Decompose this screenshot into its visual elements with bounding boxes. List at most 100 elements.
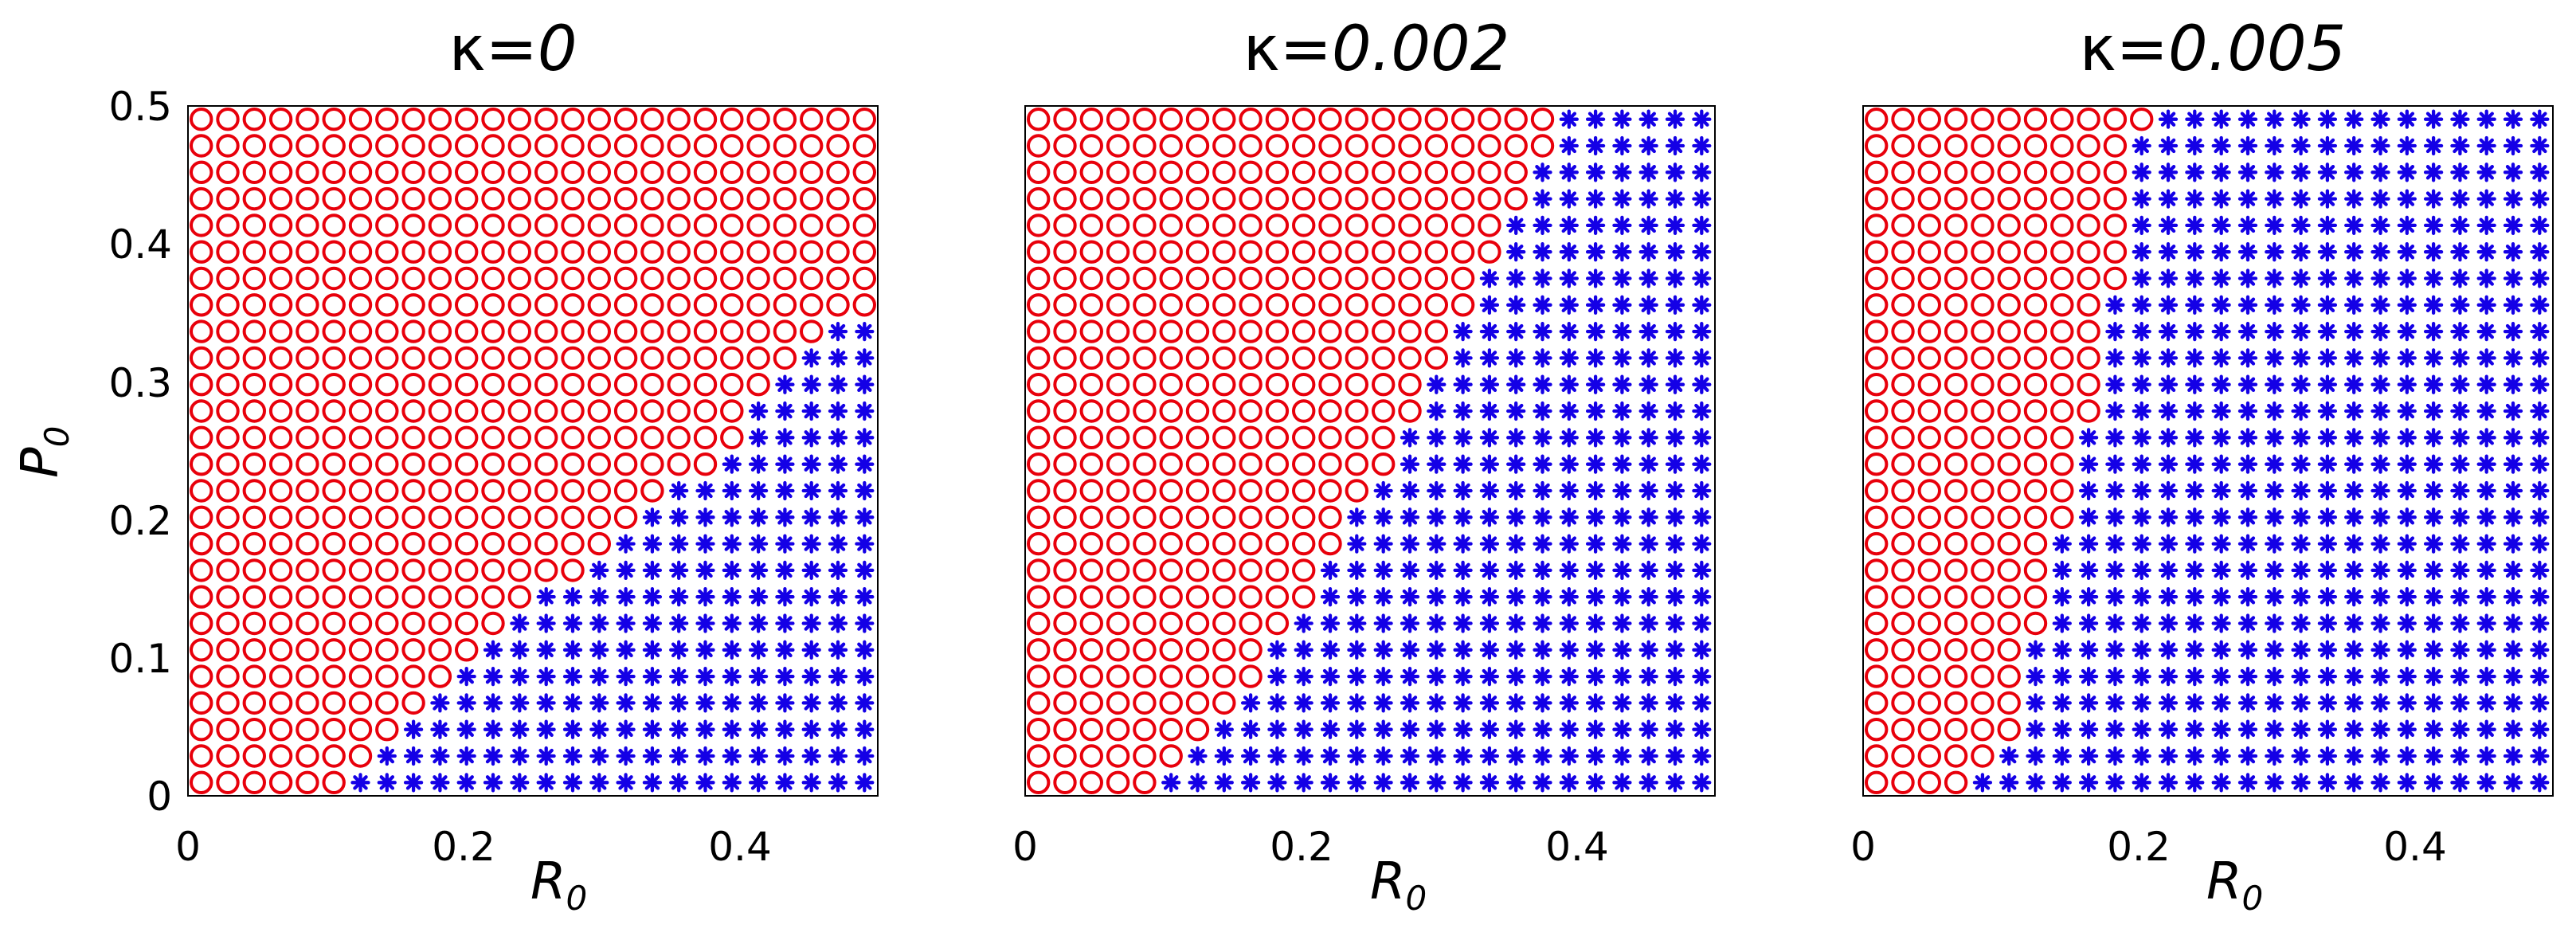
asterisk-marker xyxy=(2078,480,2099,501)
asterisk-marker xyxy=(2026,693,2046,713)
circle-marker xyxy=(1917,160,1942,185)
circle-marker xyxy=(1079,160,1104,185)
circle-marker xyxy=(2050,293,2074,317)
asterisk-marker xyxy=(1506,587,1526,607)
circle-marker xyxy=(826,134,850,158)
circle-marker xyxy=(401,585,425,609)
panel-3-plot xyxy=(1865,108,2550,794)
circle-marker xyxy=(852,160,877,185)
asterisk-marker xyxy=(2158,693,2179,713)
circle-marker xyxy=(534,160,558,185)
circle-marker xyxy=(1053,186,1077,211)
asterisk-marker xyxy=(1533,666,1552,687)
circle-marker xyxy=(1106,611,1130,636)
asterisk-marker xyxy=(1533,719,1552,739)
asterisk-marker xyxy=(1373,613,1393,633)
asterisk-marker xyxy=(1585,428,1606,448)
asterisk-marker xyxy=(2237,560,2258,581)
asterisk-marker xyxy=(1665,135,1685,156)
circle-marker xyxy=(1053,691,1077,715)
asterisk-marker xyxy=(1453,401,1473,421)
circle-marker xyxy=(587,479,611,503)
circle-marker xyxy=(216,134,240,158)
circle-marker xyxy=(1345,240,1369,264)
circle-marker xyxy=(1971,691,1995,715)
asterisk-marker xyxy=(2450,109,2470,129)
circle-marker xyxy=(1372,266,1396,291)
circle-marker xyxy=(242,452,266,476)
circle-marker xyxy=(1292,213,1316,237)
circle-marker xyxy=(1027,718,1051,742)
asterisk-marker xyxy=(2237,773,2258,793)
circle-marker xyxy=(322,479,346,503)
circle-marker xyxy=(1079,558,1104,582)
circle-marker xyxy=(375,134,399,158)
circle-marker xyxy=(1345,479,1369,503)
circle-marker xyxy=(1133,160,1157,185)
asterisk-marker xyxy=(642,613,663,633)
circle-marker xyxy=(242,186,266,211)
asterisk-marker xyxy=(828,454,848,474)
asterisk-marker xyxy=(722,773,742,793)
circle-marker xyxy=(1292,266,1316,291)
asterisk-marker xyxy=(669,719,689,739)
circle-marker xyxy=(428,585,452,609)
circle-marker xyxy=(800,213,824,237)
asterisk-marker xyxy=(1638,215,1658,236)
circle-marker xyxy=(322,240,346,264)
asterisk-marker xyxy=(510,613,530,633)
circle-marker xyxy=(1106,213,1130,237)
asterisk-marker xyxy=(456,746,476,766)
circle-marker xyxy=(1450,293,1475,317)
asterisk-marker xyxy=(2237,109,2258,129)
circle-marker xyxy=(216,293,240,317)
asterisk-marker xyxy=(2291,507,2311,527)
circle-marker xyxy=(561,373,585,397)
circle-marker xyxy=(1106,373,1130,397)
asterisk-marker xyxy=(1453,454,1473,474)
asterisk-marker xyxy=(2078,560,2099,581)
circle-marker xyxy=(1891,425,1915,449)
asterisk-marker xyxy=(828,640,848,660)
asterisk-marker xyxy=(2503,480,2523,501)
circle-marker xyxy=(507,585,531,609)
asterisk-marker xyxy=(2476,480,2496,501)
circle-marker xyxy=(2103,266,2128,291)
circle-marker xyxy=(348,718,373,742)
circle-marker xyxy=(1239,240,1263,264)
circle-marker xyxy=(613,425,638,449)
circle-marker xyxy=(1212,531,1236,556)
asterisk-marker xyxy=(801,560,821,581)
asterisk-marker xyxy=(1585,295,1606,315)
asterisk-marker xyxy=(1453,587,1473,607)
circle-marker xyxy=(1185,186,1210,211)
asterisk-marker xyxy=(1479,321,1500,342)
asterisk-marker xyxy=(1665,507,1685,527)
circle-marker xyxy=(348,399,373,423)
circle-marker xyxy=(746,213,770,237)
circle-marker xyxy=(1053,425,1077,449)
asterisk-marker xyxy=(1665,321,1685,342)
circle-marker xyxy=(1185,479,1210,503)
circle-marker xyxy=(2023,293,2048,317)
asterisk-marker xyxy=(2397,135,2417,156)
circle-marker xyxy=(1027,585,1051,609)
asterisk-marker xyxy=(1400,507,1420,527)
circle-marker xyxy=(1917,452,1942,476)
circle-marker xyxy=(1133,240,1157,264)
asterisk-marker xyxy=(2530,242,2550,262)
circle-marker xyxy=(1239,319,1263,343)
circle-marker xyxy=(1345,373,1369,397)
asterisk-marker xyxy=(2211,587,2231,607)
asterisk-marker xyxy=(1665,215,1685,236)
circle-marker xyxy=(1345,160,1369,185)
circle-marker xyxy=(348,638,373,662)
asterisk-marker xyxy=(1400,773,1420,793)
asterisk-marker xyxy=(1638,189,1658,209)
asterisk-marker xyxy=(1692,428,1712,448)
asterisk-marker xyxy=(1692,454,1712,474)
circle-marker xyxy=(800,293,824,317)
circle-marker xyxy=(1133,638,1157,662)
asterisk-marker xyxy=(1347,746,1367,766)
circle-marker xyxy=(1133,744,1157,768)
